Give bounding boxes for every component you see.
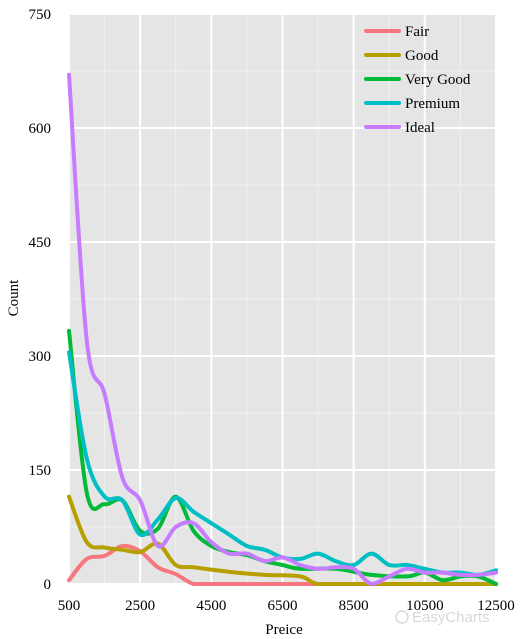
- x-tick-label: 4500: [196, 598, 226, 614]
- x-tick-label: 10500: [406, 598, 444, 614]
- grid-lines: [68, 13, 497, 585]
- x-tick-label: 2500: [125, 598, 155, 614]
- y-tick-label: 600: [29, 121, 52, 137]
- x-tick-label: 8500: [339, 598, 369, 614]
- x-axis-title: Preice: [265, 622, 303, 638]
- legend-label: Fair: [405, 24, 429, 40]
- x-tick-label: 500: [58, 598, 81, 614]
- legend-label: Ideal: [405, 120, 435, 136]
- y-tick-label: 0: [44, 577, 52, 593]
- series-line-ideal: [67, 72, 498, 586]
- y-tick-label: 450: [29, 235, 52, 251]
- x-tick-labels: 500 2500 4500 6500 8500 10500 12500: [58, 598, 515, 614]
- x-tick-label: 12500: [477, 598, 515, 614]
- legend-label: Premium: [405, 96, 460, 112]
- legend-label: Very Good: [405, 72, 471, 88]
- watermark: EasyCharts: [395, 609, 490, 626]
- y-tick-label: 150: [29, 463, 52, 479]
- watermark-text: EasyCharts: [412, 609, 490, 626]
- series-line-good: [67, 494, 498, 587]
- series-lines: [67, 72, 498, 587]
- y-tick-labels: 0 150 300 450 600 750: [29, 7, 52, 593]
- x-tick-label: 6500: [268, 598, 298, 614]
- y-axis-title: Count: [6, 279, 22, 317]
- y-tick-label: 750: [29, 7, 52, 23]
- legend: Fair Good Very Good Premium Ideal: [364, 24, 471, 136]
- y-tick-label: 300: [29, 349, 52, 365]
- legend-label: Good: [405, 48, 439, 64]
- watermark-icon: [395, 610, 409, 624]
